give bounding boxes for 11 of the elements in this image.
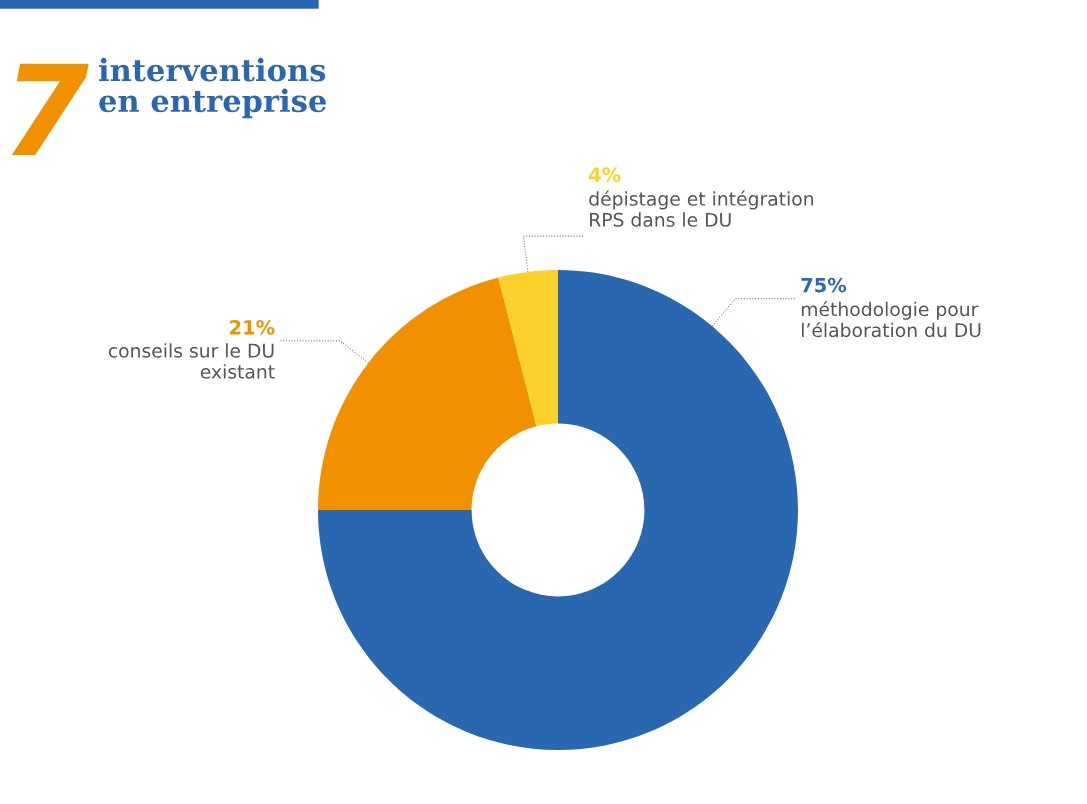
slice-label: conseils sur le DU existant <box>108 343 275 379</box>
donut-slice <box>498 270 558 427</box>
slice-label: méthodologie pour l’élaboration du DU <box>801 300 981 338</box>
chart-subtitle: interventions en entreprise <box>99 57 326 119</box>
data-label: 21% <box>230 319 275 335</box>
chart-title: 7 <box>11 63 89 155</box>
data-label: 75% <box>801 277 847 293</box>
data-label: 4% <box>589 167 621 183</box>
donut-slice <box>318 277 537 510</box>
donut-slice <box>318 270 798 750</box>
slice-label: dépistage et intégration RPS dans le DU <box>589 190 814 227</box>
